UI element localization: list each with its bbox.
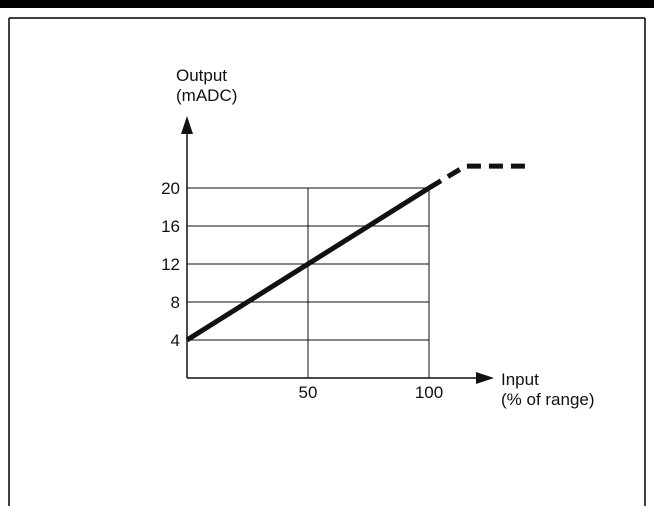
output-line-solid [185,185,431,343]
y-tick-label: 16 [161,217,180,236]
x-axis-title-line1: Input [501,370,539,389]
y-tick-labels: 4 8 12 16 20 [161,179,180,350]
y-tick-label: 12 [161,255,180,274]
grid-layer [187,187,430,378]
x-axis-title-line2: (% of range) [501,390,595,409]
x-tick-labels: 50 100 [299,383,444,402]
y-tick-label: 4 [171,331,180,350]
x-tick-label: 50 [299,383,318,402]
x-axis-arrowhead [476,372,494,384]
top-rule [0,0,654,8]
y-axis-title-line2: (mADC) [176,86,237,105]
y-axis-title-line1: Output [176,66,227,85]
series-layer [185,163,526,343]
y-tick-label: 8 [171,293,180,312]
x-tick-label: 100 [415,383,443,402]
y-tick-label: 20 [161,179,180,198]
saturation-line-dashed [427,163,526,191]
y-axis-arrowhead [181,116,193,134]
